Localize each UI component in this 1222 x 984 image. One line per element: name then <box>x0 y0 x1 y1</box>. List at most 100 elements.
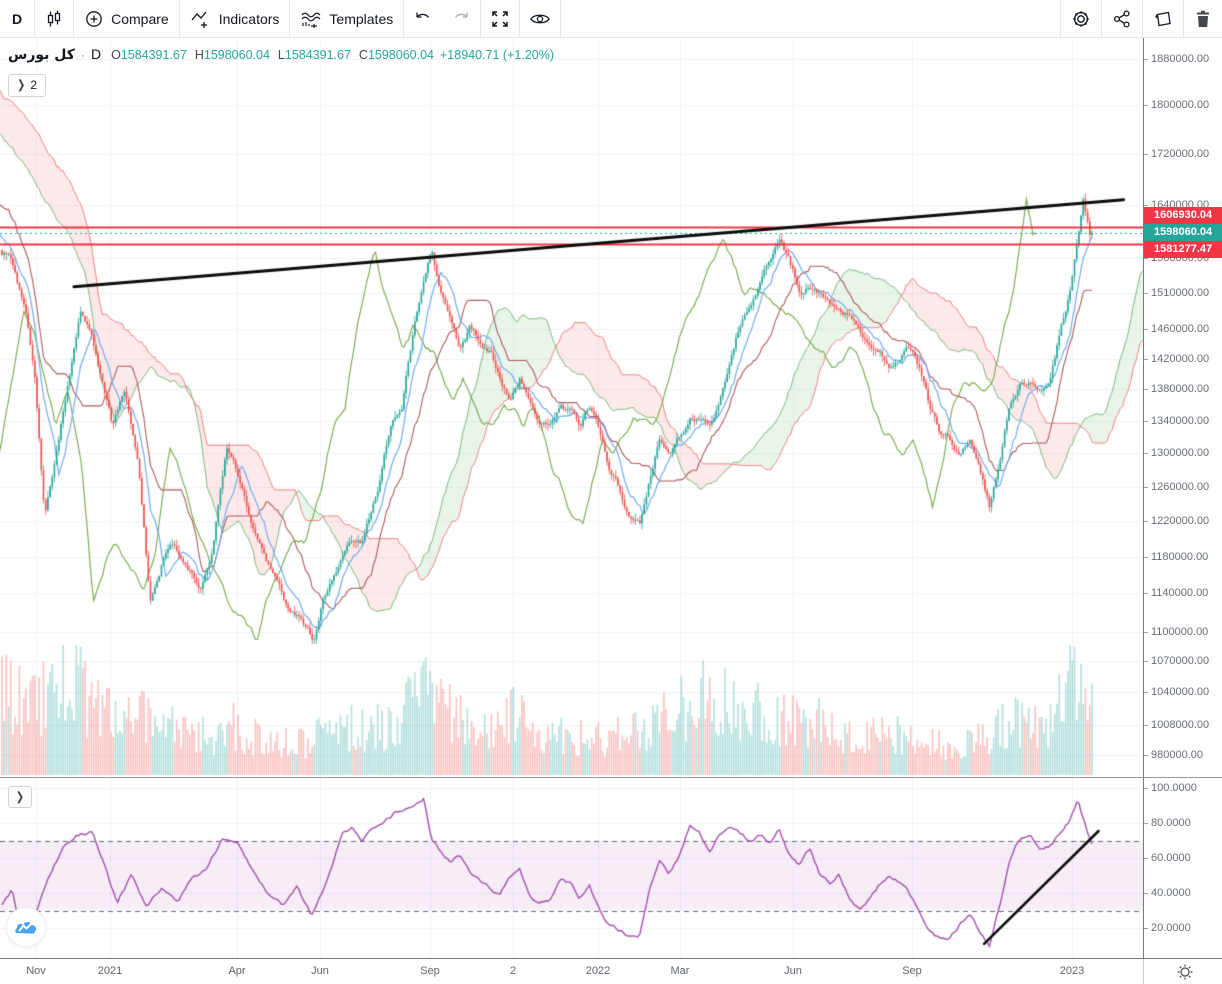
time-axis-settings-icon[interactable] <box>1176 963 1194 981</box>
templates-button[interactable]: Templates <box>290 0 403 38</box>
undo-button[interactable] <box>404 0 442 38</box>
price-axis-label: 1220000.00 <box>1143 514 1210 527</box>
price-axis-label: 1340000.00 <box>1143 414 1210 427</box>
logo-mountain-icon <box>15 921 37 934</box>
templates-icon <box>300 9 322 29</box>
snapshot-button[interactable] <box>1143 0 1183 38</box>
gear-icon <box>1070 8 1092 30</box>
price-axis-label: 1100000.00 <box>1143 625 1209 638</box>
settings-button[interactable] <box>1061 0 1101 38</box>
indicators-button[interactable]: Indicators <box>180 0 290 38</box>
time-axis-label: 2022 <box>585 965 611 977</box>
time-axis[interactable]: Nov 2021 Apr Jun Sep 2 2022 Mar Jun Sep 2023 <box>0 958 1222 984</box>
indicators-label: Indicators <box>218 10 280 27</box>
price-axis-label: 1180000.00 <box>1143 550 1209 563</box>
toolbar-separator <box>1101 0 1102 38</box>
toolbar-separator <box>480 0 482 38</box>
price-axis-label: 1040000.00 <box>1143 685 1210 698</box>
open-value: 1584391.67 <box>120 48 187 62</box>
collapsed-indicators-badge[interactable]: ❯ 2 <box>8 74 47 97</box>
time-axis-label: Mar <box>670 965 690 977</box>
level-price-label: 1606930.04 <box>1144 207 1222 225</box>
high-value: 1598060.04 <box>203 48 270 62</box>
toolbar-separator <box>560 0 562 38</box>
change-value: +18940.71 (+1.20%) <box>440 48 554 62</box>
price-axis-label: 1008000.00 <box>1143 718 1210 731</box>
price-axis-label: 1300000.00 <box>1143 447 1210 460</box>
platform-logo[interactable] <box>6 907 46 947</box>
price-axis-label: 980000.00 <box>1144 749 1203 761</box>
top-toolbar: D Compare Indicators <box>0 0 1222 38</box>
time-axis-label: Sep <box>902 965 922 977</box>
legend-dot: · <box>80 48 85 62</box>
level-price-label: 1581277.47 <box>1144 241 1222 259</box>
rsi-axis-label: 40.0000 <box>1144 887 1191 899</box>
interval-button[interactable]: D <box>12 10 23 27</box>
price-axis-label: 1420000.00 <box>1143 352 1210 365</box>
undo-icon <box>413 9 433 29</box>
last-price-label: 1598060.04 <box>1144 224 1222 242</box>
share-button[interactable] <box>1102 0 1142 38</box>
fullscreen-icon <box>490 9 510 29</box>
compare-button[interactable]: Compare <box>74 0 179 38</box>
toolbar-separator <box>73 0 75 38</box>
toolbar-separator <box>1060 0 1061 38</box>
chart-canvas[interactable] <box>0 38 1143 958</box>
time-axis-label: Apr <box>228 965 246 977</box>
time-axis-label: Jun <box>311 965 329 977</box>
legend-interval[interactable]: D <box>90 46 102 62</box>
plus-circle-icon <box>84 9 104 29</box>
price-axis-label: 1260000.00 <box>1143 480 1210 493</box>
chevron-right-icon: ❯ <box>17 78 26 92</box>
close-value: 1598060.04 <box>367 48 434 62</box>
redo-button[interactable] <box>442 0 480 38</box>
price-axis-label: 1380000.00 <box>1143 383 1210 396</box>
collapsed-indicators-count: 2 <box>30 78 38 92</box>
pane-separator-main-rsi[interactable] <box>0 777 1222 778</box>
delete-button[interactable] <box>1184 0 1222 38</box>
templates-label: Templates <box>329 10 394 27</box>
symbol-name[interactable]: كل بورس <box>8 47 75 63</box>
close-label: C <box>358 48 368 62</box>
eye-icon <box>529 9 551 29</box>
trash-icon <box>1193 9 1213 29</box>
toolbar-separator <box>178 0 180 38</box>
redo-icon <box>451 9 471 29</box>
chart-area[interactable]: كل بورس · D O1584391.67 H1598060.04 L158… <box>0 38 1222 984</box>
rsi-pane-expand-button[interactable]: ❯ <box>8 786 32 808</box>
toolbar-separator <box>403 0 405 38</box>
open-label: O <box>111 48 121 62</box>
price-axis-label: 1510000.00 <box>1143 287 1210 300</box>
time-axis-label: 2021 <box>97 965 123 977</box>
hide-drawings-button[interactable] <box>520 0 560 38</box>
fullscreen-button[interactable] <box>481 0 519 38</box>
price-axis-label: 1140000.00 <box>1143 587 1209 600</box>
low-label: L <box>277 48 285 62</box>
price-axis[interactable]: 1880000.00 1800000.00 1720000.00 1640000.00… <box>1143 38 1222 958</box>
ohlc-values: O1584391.67 H1598060.04 L1584391.67 C159… <box>111 48 434 62</box>
rsi-axis-label: 100.0000 <box>1144 782 1197 794</box>
symbol-legend: كل بورس · D O1584391.67 H1598060.04 L158… <box>8 46 554 63</box>
price-axis-label: 1460000.00 <box>1143 323 1210 336</box>
price-axis-label: 1070000.00 <box>1143 655 1210 668</box>
time-axis-label: Nov <box>26 965 46 977</box>
snapshot-icon <box>1152 8 1174 30</box>
time-axis-label: 2 <box>509 965 517 977</box>
compare-label: Compare <box>111 10 169 27</box>
toolbar-separator <box>1142 0 1143 38</box>
high-label: H <box>194 48 204 62</box>
toolbar-separator <box>34 0 36 38</box>
chart-style-button[interactable] <box>35 0 73 38</box>
indicators-icon <box>190 9 212 29</box>
rsi-axis-label: 60.0000 <box>1144 852 1191 864</box>
share-icon <box>1111 8 1133 30</box>
price-axis-label: 1720000.00 <box>1143 148 1210 161</box>
price-axis-label: 1880000.00 <box>1143 53 1210 65</box>
price-axis-label: 1800000.00 <box>1143 99 1210 112</box>
low-value: 1584391.67 <box>284 48 351 62</box>
chevron-right-icon: ❯ <box>15 790 25 804</box>
toolbar-separator <box>289 0 291 38</box>
rsi-axis-label: 20.0000 <box>1144 922 1191 934</box>
toolbar-separator <box>1183 0 1184 38</box>
